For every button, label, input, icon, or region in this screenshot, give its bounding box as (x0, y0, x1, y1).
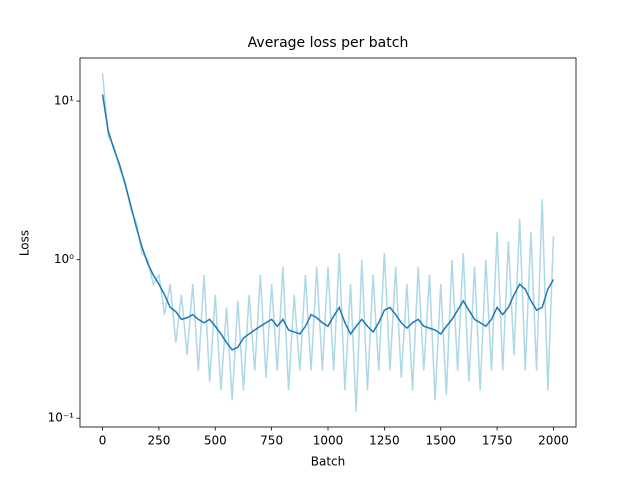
chart-title: Average loss per batch (248, 35, 409, 51)
x-tick-label: 1250 (369, 434, 400, 448)
x-tick-label: 250 (147, 434, 170, 448)
y-tick-label: 10⁻¹ (48, 411, 75, 425)
plot-frame (79, 57, 577, 428)
x-tick-label: 1500 (425, 434, 456, 448)
loss-line (101, 73, 555, 412)
y-tick-label: 10⁰ (54, 252, 74, 266)
x-tick-label: 1000 (313, 434, 344, 448)
y-axis-label: Loss (18, 230, 32, 256)
x-axis-label: Batch (311, 455, 346, 469)
x-tick-label: 1750 (482, 434, 513, 448)
x-tick-label: 0 (99, 434, 107, 448)
x-tick-label: 500 (204, 434, 227, 448)
x-tick-label: 750 (260, 434, 283, 448)
x-tick-label: 2000 (538, 434, 569, 448)
y-tick-label: 10¹ (54, 94, 74, 108)
loss-line (101, 94, 555, 351)
